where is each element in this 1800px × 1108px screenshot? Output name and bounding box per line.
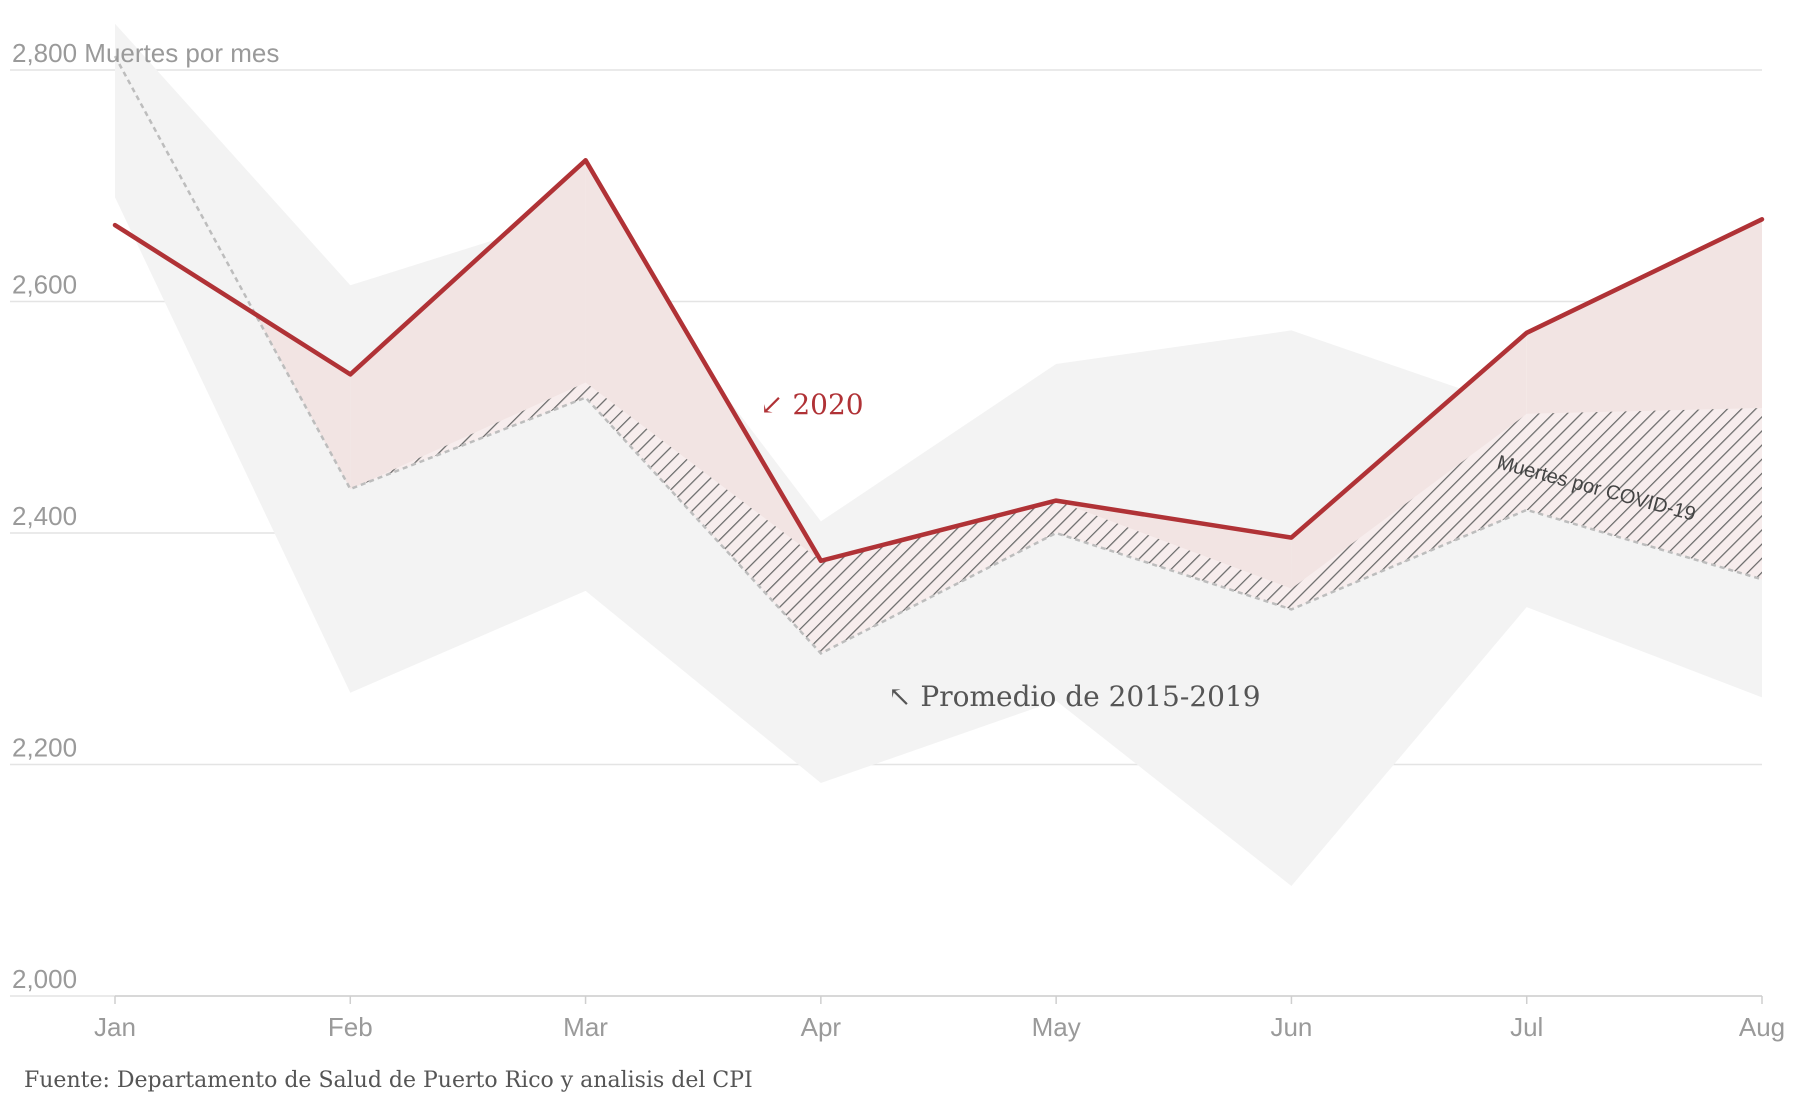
x-tick-label: Jun bbox=[1270, 1012, 1312, 1042]
y-tick-label: 2,400 bbox=[12, 501, 77, 531]
deaths-chart: 2,000 2,200 2,400 2,600 2,800 Muertes por me… bbox=[10, 23, 1785, 1042]
average-line bbox=[113, 55, 1763, 655]
y-tick-label: 2,600 bbox=[12, 270, 77, 300]
line-2020 bbox=[112, 158, 1765, 564]
y-tick-label: 2,000 bbox=[12, 964, 77, 994]
x-tick-label: Mar bbox=[563, 1012, 608, 1042]
excess-segment bbox=[1291, 332, 1527, 610]
annotation-average: ↖ Promedio de 2015-2019 bbox=[888, 680, 1261, 713]
covid-hatch-area bbox=[350, 382, 1762, 654]
x-tick-label: May bbox=[1032, 1012, 1081, 1042]
y-tick-label: 2,800 Muertes por mes bbox=[12, 38, 279, 68]
excess-segment bbox=[350, 160, 586, 490]
y-tick-label: 2,200 bbox=[12, 733, 77, 763]
covid-deaths-area bbox=[350, 382, 1762, 654]
x-tick-label: Feb bbox=[328, 1012, 373, 1042]
x-tick-label: Jan bbox=[94, 1012, 136, 1042]
x-tick-label: Apr bbox=[801, 1012, 842, 1042]
x-tick-label: Jul bbox=[1510, 1012, 1543, 1042]
axes: 2,000 2,200 2,400 2,600 2,800 Muertes por me… bbox=[12, 38, 1785, 1042]
lines bbox=[112, 55, 1765, 655]
annotation-2020: ↙ 2020 bbox=[760, 388, 864, 421]
source-note: Fuente: Departamento de Salud de Puerto … bbox=[24, 1068, 753, 1093]
x-tick-label: Aug bbox=[1739, 1012, 1785, 1042]
